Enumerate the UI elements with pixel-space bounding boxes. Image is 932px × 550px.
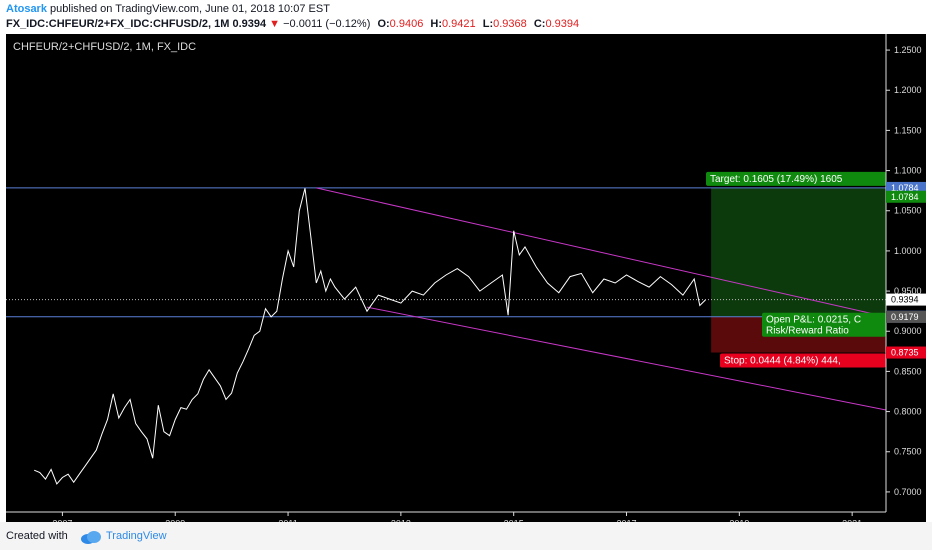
target-price-tag: 1.0784 bbox=[891, 192, 919, 202]
position-annotations: Target: 0.1605 (17.49%) 1605 Open P&L: 0.… bbox=[706, 171, 886, 368]
last-price-tag-bg bbox=[886, 293, 926, 306]
chart-title: CHFEUR/2+CHFUSD/2, 1M, FX_IDC bbox=[13, 41, 196, 53]
low-label: L: bbox=[482, 18, 494, 30]
publish-text: published on TradingView.com, June 01, 2… bbox=[50, 3, 330, 15]
open-pnl-label-line-0: Open P&L: 0.0215, C bbox=[766, 315, 861, 326]
x-tick-label: 2017 bbox=[616, 518, 636, 522]
x-tick-label: 2019 bbox=[729, 518, 749, 522]
chart-header: Atosark published on TradingView.com, Ju… bbox=[0, 0, 932, 34]
open-pnl-label-bg bbox=[762, 312, 886, 337]
x-tick-label: 2013 bbox=[391, 518, 411, 522]
y-tick-label: 1.0000 bbox=[894, 246, 922, 256]
target-label-bg bbox=[706, 171, 886, 186]
y-tick-label: 0.9000 bbox=[894, 326, 922, 336]
y-tick-label: 1.1500 bbox=[894, 125, 922, 135]
high-label: H: bbox=[430, 18, 442, 30]
channel-lines bbox=[316, 187, 887, 411]
y-tick-label: 1.2000 bbox=[894, 85, 922, 95]
author-link[interactable]: Atosark bbox=[6, 3, 47, 15]
horizontal-lines bbox=[6, 187, 886, 318]
x-tick-label: 2009 bbox=[165, 518, 185, 522]
stop-price-tag-bg bbox=[886, 346, 926, 359]
last-price-tag: 0.9394 bbox=[891, 295, 919, 305]
ohlc-line: FX_IDC:CHFEUR/2+FX_IDC:CHFUSD/2, 1M 0.93… bbox=[6, 18, 579, 30]
y-tick-label: 1.2500 bbox=[894, 45, 922, 55]
target-zone bbox=[711, 187, 886, 317]
y-tick-label: 0.9500 bbox=[894, 286, 922, 296]
target-price-tag-bg bbox=[886, 190, 926, 203]
stop-price-tag: 0.8735 bbox=[891, 348, 919, 358]
x-tick-label: 2021 bbox=[842, 518, 862, 522]
high-value: 0.9421 bbox=[442, 18, 476, 30]
zone-price-tag-bg bbox=[886, 310, 926, 323]
created-with-text: Created with bbox=[6, 530, 68, 542]
publish-line: Atosark published on TradingView.com, Ju… bbox=[6, 3, 330, 15]
target-label-line-0: Target: 0.1605 (17.49%) 1605 bbox=[710, 174, 843, 185]
y-tick-label: 0.7500 bbox=[894, 447, 922, 457]
open-label: O: bbox=[377, 18, 390, 30]
chart-canvas[interactable]: Target: 0.1605 (17.49%) 1605 Open P&L: 0.… bbox=[6, 34, 926, 522]
upper-line-price-tag: 1.0784 bbox=[891, 183, 919, 193]
x-axis-ticks: 2007 2009 2011 2013 2015 2017 2019 2021 bbox=[52, 512, 862, 522]
stop-label-bg bbox=[720, 353, 886, 368]
close-value: 0.9394 bbox=[545, 18, 580, 30]
price-series bbox=[34, 188, 706, 485]
y-tick-label: 0.8000 bbox=[894, 407, 922, 417]
zone-price-tag: 0.9179 bbox=[891, 312, 919, 322]
close-label: C: bbox=[533, 18, 546, 30]
symbol-label: FX_IDC:CHFEUR/2+FX_IDC:CHFUSD/2, 1M bbox=[6, 18, 230, 30]
open-pnl-label-line-1: Risk/Reward Ratio bbox=[766, 326, 849, 337]
price-change: −0.0011 (−0.12%) bbox=[283, 18, 371, 30]
channel-lower-line[interactable] bbox=[366, 306, 887, 411]
tradingview-brand[interactable]: TradingView bbox=[106, 530, 167, 542]
tradingview-cloud-icon bbox=[81, 531, 101, 544]
down-arrow-icon: ▼ bbox=[269, 18, 281, 30]
footer: Created with TradingView bbox=[0, 522, 932, 550]
y-tick-label: 1.0500 bbox=[894, 206, 922, 216]
last-price: 0.9394 bbox=[232, 18, 267, 30]
y-tick-label: 1.1000 bbox=[894, 166, 922, 176]
low-value: 0.9368 bbox=[493, 18, 527, 30]
y-axis-ticks: 0.7000 0.7500 0.8000 0.8500 0.9000 0.9500 1.00… bbox=[886, 45, 922, 497]
y-tick-label: 0.7000 bbox=[894, 487, 922, 497]
channel-upper-line[interactable] bbox=[316, 187, 887, 318]
stop-label-line-0: Stop: 0.0444 (4.84%) 444, bbox=[724, 356, 841, 367]
x-tick-label: 2007 bbox=[52, 518, 72, 522]
open-value: 0.9406 bbox=[389, 18, 424, 30]
x-tick-label: 2011 bbox=[278, 518, 297, 522]
x-tick-label: 2015 bbox=[504, 518, 524, 522]
y-tick-label: 0.8500 bbox=[894, 366, 922, 376]
price-line bbox=[34, 188, 706, 485]
